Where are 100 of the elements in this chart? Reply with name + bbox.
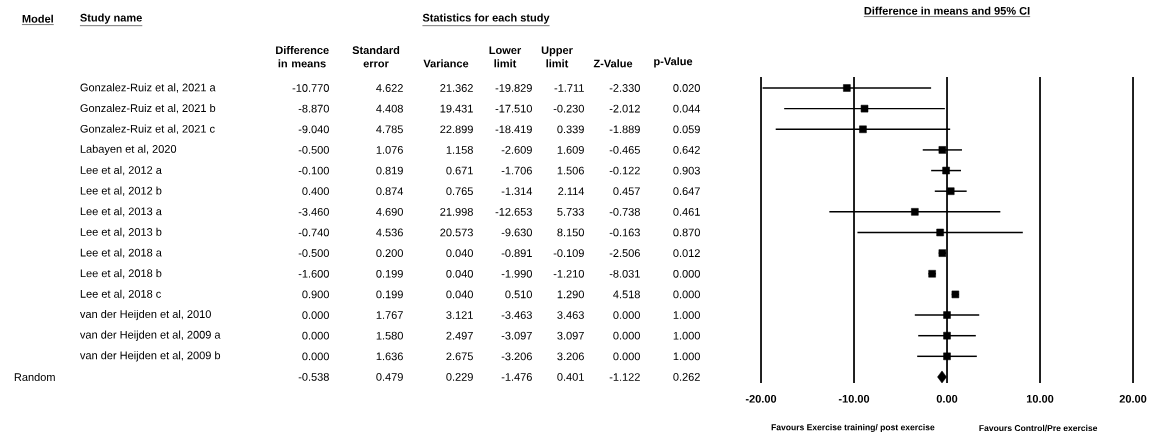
data-label: -2.609 bbox=[501, 146, 532, 154]
data-label: -0.100 bbox=[298, 166, 329, 175]
text: Model bbox=[22, 14, 53, 23]
category-label: Lee et al, 2012 b bbox=[80, 186, 162, 196]
x-tick-label: -20.00 bbox=[745, 394, 777, 403]
data-label: 0.000 bbox=[673, 290, 700, 299]
x-tick-label: 10.00 bbox=[1026, 394, 1054, 403]
data-label: -0.500 bbox=[298, 146, 329, 154]
text: Z-Value bbox=[593, 59, 633, 68]
data-label: -10.770 bbox=[292, 84, 329, 92]
data-label: -1.990 bbox=[501, 269, 532, 278]
data-label: 1.000 bbox=[673, 331, 700, 340]
data-label: -1.210 bbox=[553, 269, 584, 278]
data-label: 0.020 bbox=[673, 84, 700, 92]
data-label: -0.122 bbox=[609, 166, 640, 175]
data-label: 0.000 bbox=[613, 311, 640, 319]
data-label: 0.229 bbox=[446, 373, 473, 381]
data-label: 0.765 bbox=[446, 187, 473, 196]
x-tick-label: 0.00 bbox=[936, 394, 958, 403]
data-label: 0.400 bbox=[302, 187, 329, 196]
data-label: 0.262 bbox=[673, 373, 700, 381]
point bbox=[947, 187, 955, 195]
data-label: 0.900 bbox=[302, 290, 329, 299]
data-label: 0.647 bbox=[673, 187, 700, 196]
x-tick-label: -10.00 bbox=[838, 394, 870, 403]
data-label: 0.870 bbox=[673, 228, 700, 237]
category-label: Lee et al, 2013 a bbox=[80, 207, 162, 217]
data-label: 1.609 bbox=[557, 146, 584, 154]
data-label: -3.463 bbox=[501, 311, 532, 319]
data-label: 1.636 bbox=[376, 352, 403, 361]
data-label: 0.000 bbox=[302, 331, 329, 340]
data-label: 4.408 bbox=[376, 104, 403, 113]
data-label: 1.290 bbox=[557, 290, 584, 299]
data-label: 8.150 bbox=[557, 228, 584, 237]
data-label: -2.330 bbox=[609, 84, 640, 92]
text: Upper limit bbox=[541, 46, 573, 68]
data-label: -1.711 bbox=[554, 84, 584, 92]
data-label: 0.200 bbox=[376, 249, 403, 258]
text: Favours Exercise training/ post exercise bbox=[771, 424, 935, 432]
data-label: 19.431 bbox=[440, 104, 473, 113]
data-label: 0.510 bbox=[505, 290, 532, 299]
data-label: 21.998 bbox=[440, 207, 473, 216]
data-label: -0.891 bbox=[501, 249, 532, 258]
data-label: 0.401 bbox=[557, 373, 584, 381]
data-label: 0.044 bbox=[673, 104, 701, 113]
point bbox=[943, 352, 951, 361]
data-label: -8.870 bbox=[298, 104, 329, 113]
category-label: van der Heijden et al, 2009 b bbox=[79, 351, 221, 362]
data-label: 0.040 bbox=[446, 269, 473, 278]
data-label: -1.122 bbox=[609, 373, 640, 381]
data-label: 1.767 bbox=[376, 311, 403, 319]
data-label: 3.097 bbox=[557, 331, 584, 340]
data-label: 0.461 bbox=[673, 207, 700, 216]
data-label: 0.671 bbox=[446, 166, 473, 175]
data-label: -1.476 bbox=[501, 373, 532, 381]
data-label: -9.630 bbox=[501, 228, 532, 237]
data-label: 0.000 bbox=[613, 352, 640, 361]
category-label: van der Heijden et al, 2010 bbox=[79, 309, 211, 321]
text: Lower limit bbox=[489, 46, 522, 68]
data-label: 0.199 bbox=[376, 269, 403, 278]
category-label: Lee et al, 2012 a bbox=[80, 165, 162, 176]
point bbox=[943, 331, 951, 340]
data-label: -0.109 bbox=[553, 249, 584, 258]
data-label: 0.479 bbox=[376, 373, 403, 381]
point bbox=[938, 146, 947, 154]
category-label: Gonzalez-Ruiz et al, 2021 b bbox=[80, 103, 216, 114]
data-label: 1.076 bbox=[376, 146, 403, 154]
point bbox=[860, 104, 869, 113]
point bbox=[911, 208, 919, 216]
data-label: 3.121 bbox=[446, 311, 473, 319]
point bbox=[937, 370, 947, 384]
data-label: 22.899 bbox=[440, 125, 473, 134]
data-label: -0.465 bbox=[609, 146, 640, 154]
text: Variance bbox=[423, 59, 469, 68]
data-label: 0.059 bbox=[673, 125, 700, 134]
data-label: -3.460 bbox=[298, 207, 329, 216]
data-label: 1.580 bbox=[376, 331, 403, 340]
text: p-Value bbox=[654, 57, 693, 68]
data-label: 3.463 bbox=[557, 311, 584, 319]
data-label: 0.040 bbox=[446, 249, 473, 258]
category-label: Labayen et al, 2020 bbox=[80, 144, 177, 156]
category-label: van der Heijden et al, 2009 a bbox=[79, 330, 221, 341]
data-label: -0.500 bbox=[298, 249, 329, 258]
category-label: Gonzalez-Ruiz et al, 2021 c bbox=[80, 124, 215, 134]
x-tick-label: 20.00 bbox=[1119, 394, 1147, 403]
point bbox=[936, 228, 944, 237]
data-label: 1.506 bbox=[557, 166, 584, 175]
data-label: 20.573 bbox=[440, 228, 473, 237]
data-label: 0.874 bbox=[376, 187, 404, 196]
text: Standard error bbox=[352, 45, 400, 68]
category-label: Random bbox=[14, 372, 55, 381]
data-label: 0.000 bbox=[673, 269, 700, 278]
data-label: 1.158 bbox=[446, 146, 473, 154]
data-label: 0.000 bbox=[302, 311, 329, 319]
data-label: 0.339 bbox=[557, 125, 584, 134]
data-label: -1.314 bbox=[501, 187, 533, 196]
data-label: 3.206 bbox=[557, 352, 584, 361]
data-label: 0.000 bbox=[302, 352, 329, 361]
data-label: 2.114 bbox=[558, 187, 585, 196]
point bbox=[859, 125, 867, 134]
